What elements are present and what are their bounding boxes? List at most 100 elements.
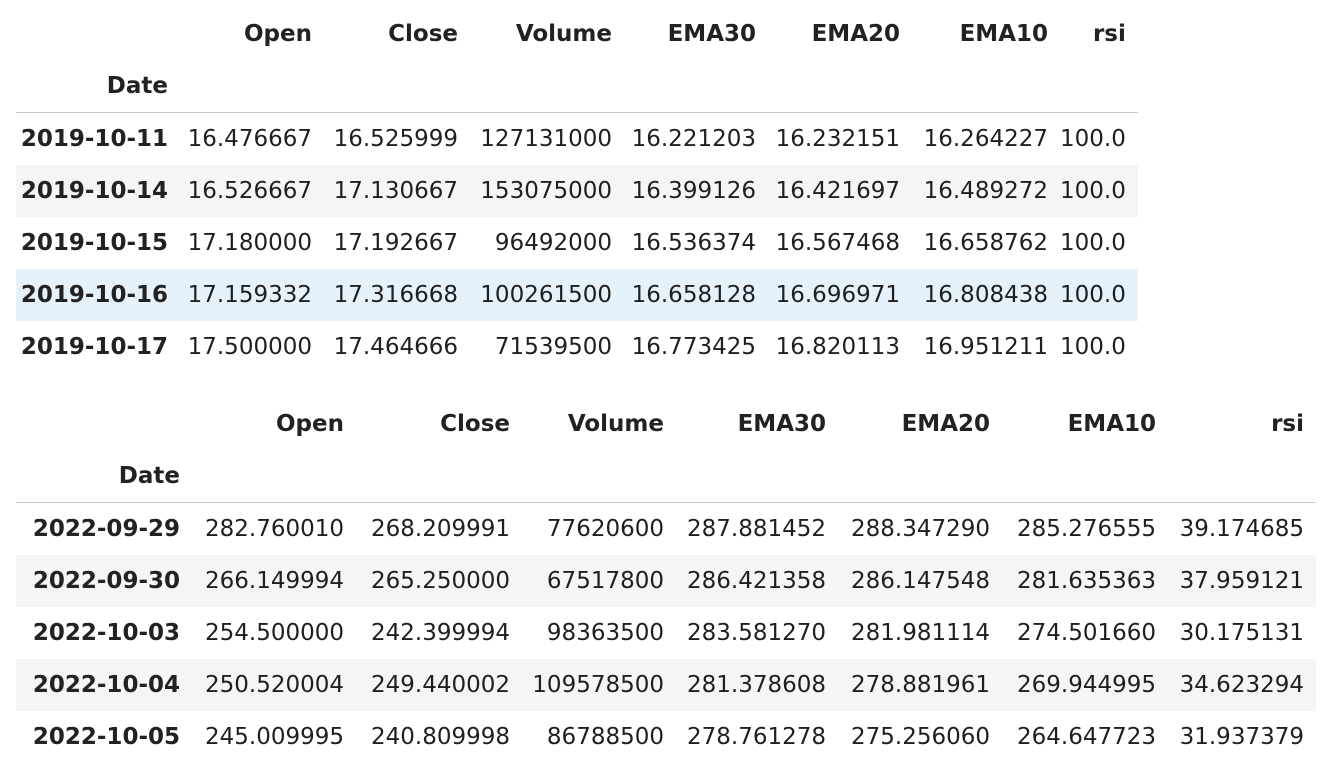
- cell-volume: 153075000: [470, 165, 624, 217]
- cell-rsi: 39.174685: [1179, 516, 1304, 542]
- cell-rsi: 100.0: [1060, 126, 1126, 152]
- table-body: 2019-10-11 16.476667 16.525999 127131000 16.…: [16, 113, 1138, 374]
- column-header-close: Close: [388, 21, 458, 47]
- column-header-volume: Volume: [515, 21, 612, 47]
- index-row-spacer: [676, 450, 838, 503]
- table-row[interactable]: 2022-09-29 282.760010 268.209991 77620600 28…: [16, 503, 1316, 556]
- cell-ema10: 281.635363: [1002, 555, 1168, 607]
- cell-ema30: 286.421358: [676, 555, 838, 607]
- dataframe-output-2: Open Close Volume EMA30 EMA20 EMA10 rsi Date 2…: [16, 398, 1316, 763]
- column-header-row: Open Close Volume EMA30 EMA20 EMA10 rsi: [16, 398, 1316, 450]
- row-index-date: 2022-10-04: [16, 659, 192, 711]
- cell-ema10: 16.658762: [923, 230, 1048, 256]
- column-header-ema10: EMA10: [1067, 411, 1156, 437]
- index-row-spacer: [1002, 450, 1168, 503]
- table-row[interactable]: 2022-10-03 254.500000 242.399994 98363500 28…: [16, 607, 1316, 659]
- index-row-spacer: [624, 60, 768, 113]
- cell-volume: 86788500: [546, 724, 664, 750]
- column-header-ema30: EMA30: [737, 411, 826, 437]
- index-corner-cell: [16, 398, 192, 450]
- column-header-open: Open: [276, 411, 344, 437]
- cell-ema30: 16.536374: [631, 230, 756, 256]
- cell-ema20: 278.881961: [838, 659, 1002, 711]
- cell-ema10: 285.276555: [1016, 516, 1156, 542]
- cell-ema10: 264.647723: [1016, 724, 1156, 750]
- row-index-date: 2019-10-15: [20, 230, 168, 256]
- cell-volume: 98363500: [546, 620, 664, 646]
- column-header-rsi: rsi: [1271, 411, 1304, 437]
- row-index-date: 2019-10-14: [16, 165, 180, 217]
- cell-ema10: 16.808438: [912, 269, 1060, 321]
- cell-open: 282.760010: [204, 516, 344, 542]
- index-row-spacer: [356, 450, 522, 503]
- cell-rsi: 34.623294: [1168, 659, 1316, 711]
- column-header-ema20: EMA20: [811, 21, 900, 47]
- cell-ema10: 269.944995: [1002, 659, 1168, 711]
- column-header-close: Close: [440, 411, 510, 437]
- table-body: 2022-09-29 282.760010 268.209991 77620600 28…: [16, 503, 1316, 764]
- cell-close: 16.525999: [333, 126, 458, 152]
- table-row[interactable]: 2019-10-16 17.159332 17.316668 100261500 16.…: [16, 269, 1138, 321]
- row-index-date: 2022-10-05: [32, 724, 180, 750]
- index-name-header: Date: [16, 450, 192, 503]
- index-row-spacer: [522, 450, 676, 503]
- cell-volume: 71539500: [494, 334, 612, 360]
- cell-open: 16.476667: [187, 126, 312, 152]
- cell-ema20: 16.696971: [768, 269, 912, 321]
- table-row[interactable]: 2019-10-11 16.476667 16.525999 127131000 16.…: [16, 113, 1138, 166]
- cell-open: 17.500000: [187, 334, 312, 360]
- cell-close: 240.809998: [370, 724, 510, 750]
- index-row-spacer: [1060, 60, 1138, 113]
- column-header-ema10: EMA10: [959, 21, 1048, 47]
- index-name-row: Date: [16, 60, 1138, 113]
- cell-open: 245.009995: [204, 724, 344, 750]
- row-index-date: 2022-09-30: [16, 555, 192, 607]
- column-header-open: Open: [244, 21, 312, 47]
- cell-ema20: 16.567468: [775, 230, 900, 256]
- cell-ema20: 281.981114: [850, 620, 990, 646]
- cell-ema30: 16.773425: [631, 334, 756, 360]
- cell-ema20: 16.820113: [775, 334, 900, 360]
- table-row[interactable]: 2019-10-15 17.180000 17.192667 96492000 16.5…: [16, 217, 1138, 269]
- cell-rsi: 100.0: [1060, 334, 1126, 360]
- table-row[interactable]: 2022-10-04 250.520004 249.440002 109578500 2…: [16, 659, 1316, 711]
- cell-volume: 67517800: [522, 555, 676, 607]
- table-row[interactable]: 2019-10-17 17.500000 17.464666 71539500 16.7…: [16, 321, 1138, 373]
- cell-close: 17.316668: [324, 269, 470, 321]
- cell-ema10: 16.489272: [912, 165, 1060, 217]
- cell-rsi: 100.0: [1060, 165, 1138, 217]
- row-index-date: 2019-10-16: [16, 269, 180, 321]
- cell-rsi: 30.175131: [1179, 620, 1304, 646]
- cell-ema30: 287.881452: [686, 516, 826, 542]
- column-header-rsi: rsi: [1092, 21, 1126, 47]
- cell-ema30: 16.221203: [631, 126, 756, 152]
- cell-volume: 77620600: [546, 516, 664, 542]
- cell-ema20: 16.232151: [775, 126, 900, 152]
- cell-ema10: 16.951211: [923, 334, 1048, 360]
- cell-close: 17.464666: [333, 334, 458, 360]
- cell-open: 16.526667: [180, 165, 324, 217]
- table-row[interactable]: 2019-10-14 16.526667 17.130667 153075000 16.…: [16, 165, 1138, 217]
- row-index-date: 2019-10-17: [20, 334, 168, 360]
- cell-rsi: 31.937379: [1179, 724, 1304, 750]
- table-header: Open Close Volume EMA30 EMA20 EMA10 rsi Date: [16, 8, 1138, 113]
- cell-close: 17.130667: [324, 165, 470, 217]
- index-row-spacer: [180, 60, 324, 113]
- index-name-header: Date: [16, 60, 180, 113]
- table-row[interactable]: 2022-10-05 245.009995 240.809998 86788500 27…: [16, 711, 1316, 763]
- cell-volume: 96492000: [494, 230, 612, 256]
- cell-rsi: 100.0: [1060, 269, 1138, 321]
- table-row[interactable]: 2022-09-30 266.149994 265.250000 67517800 28…: [16, 555, 1316, 607]
- cell-volume: 127131000: [480, 126, 612, 152]
- cell-rsi: 100.0: [1060, 230, 1126, 256]
- cell-open: 254.500000: [204, 620, 344, 646]
- dataframe-output-1: Open Close Volume EMA30 EMA20 EMA10 rsi Date 2…: [16, 8, 1138, 373]
- index-row-spacer: [838, 450, 1002, 503]
- cell-open: 266.149994: [192, 555, 356, 607]
- cell-ema20: 286.147548: [838, 555, 1002, 607]
- index-row-spacer: [324, 60, 470, 113]
- dataframe-table: Open Close Volume EMA30 EMA20 EMA10 rsi Date 2…: [16, 8, 1138, 373]
- index-row-spacer: [192, 450, 356, 503]
- cell-close: 268.209991: [370, 516, 510, 542]
- cell-close: 249.440002: [356, 659, 522, 711]
